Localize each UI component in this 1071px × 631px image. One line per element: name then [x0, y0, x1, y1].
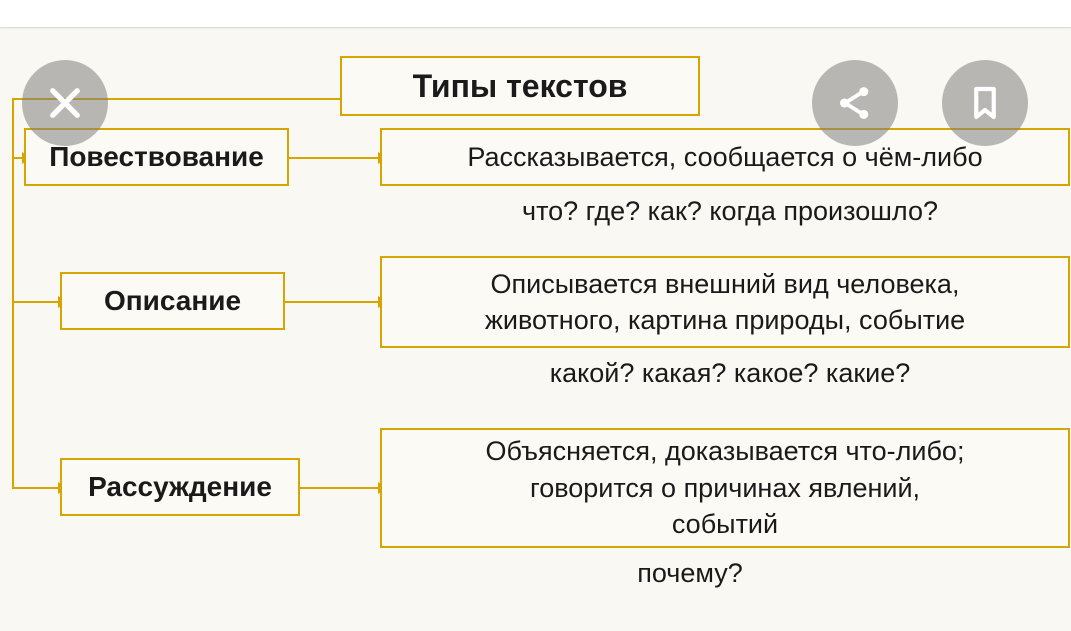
- bookmark-icon: [964, 82, 1006, 124]
- question-narration: что? где? как? когда произошло?: [400, 196, 1060, 227]
- share-button[interactable]: [812, 60, 898, 146]
- connector-line: [340, 86, 342, 98]
- connector-line: [289, 157, 380, 159]
- question-description: какой? какая? какое? какие?: [430, 358, 1030, 389]
- close-button[interactable]: [22, 60, 108, 146]
- bookmark-button[interactable]: [942, 60, 1028, 146]
- text-types-diagram: Типы текстовПовествованиеРассказывается,…: [0, 28, 1071, 631]
- question-reasoning: почему?: [590, 558, 790, 589]
- desc-node-reasoning: Объясняется, доказывается что-либо;говор…: [380, 428, 1070, 548]
- image-viewer-top-bar: [0, 0, 1071, 28]
- connector-line: [300, 487, 380, 489]
- share-icon: [834, 82, 876, 124]
- connector-line: [12, 301, 60, 303]
- desc-node-description: Описывается внешний вид человека,животно…: [380, 256, 1070, 348]
- connector-line: [12, 487, 60, 489]
- type-node-description: Описание: [60, 272, 285, 330]
- type-node-reasoning: Рассуждение: [60, 458, 300, 516]
- connector-line: [285, 301, 380, 303]
- close-icon: [44, 82, 86, 124]
- diagram-title: Типы текстов: [340, 56, 700, 116]
